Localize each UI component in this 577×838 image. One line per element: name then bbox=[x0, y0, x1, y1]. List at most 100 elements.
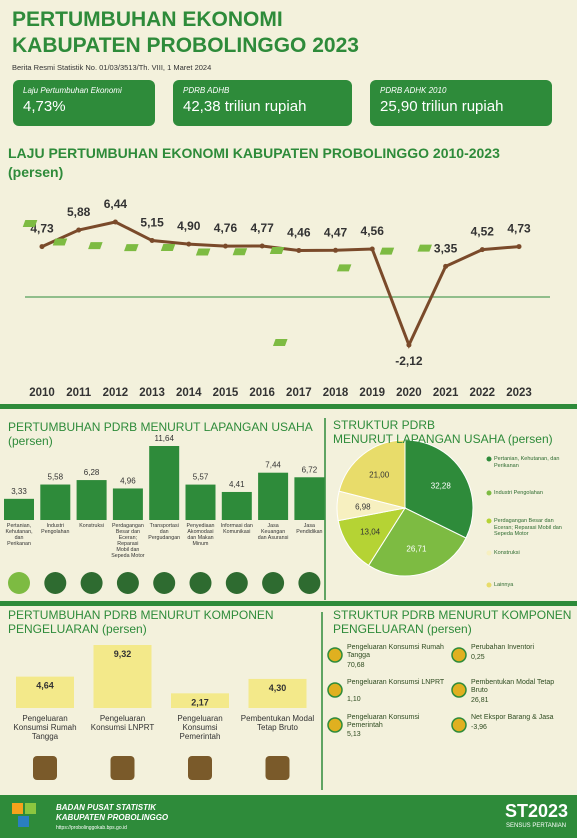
x-tick-label: 2018 bbox=[323, 387, 349, 399]
slice bbox=[367, 507, 467, 577]
footer-band bbox=[0, 795, 577, 838]
slice bbox=[337, 507, 407, 567]
x-tick-label: Pengeluaran Konsumsi Pemerintah bbox=[177, 714, 223, 742]
url: https://probolinggokab.bps.go.id bbox=[56, 825, 127, 831]
value-label: 4,96 bbox=[120, 476, 136, 485]
money-icon bbox=[195, 248, 211, 256]
legend-label: Industri Pengolahan bbox=[494, 490, 543, 496]
point bbox=[406, 342, 412, 348]
legend-label: Perdagangan Besar dan Eceran; Reparasi M… bbox=[494, 518, 562, 538]
value-label: 21,00 bbox=[369, 471, 390, 480]
chart-title: PENGELUARAN (persen) bbox=[333, 622, 472, 636]
point bbox=[333, 247, 339, 253]
point bbox=[369, 246, 375, 252]
x-tick-label: Penyediaan Akomodasi dan Makan Minum bbox=[186, 523, 215, 548]
bar bbox=[112, 488, 143, 520]
logo-caption: SENSUS PERTANIAN bbox=[506, 823, 567, 829]
value-label: 11,64 bbox=[154, 434, 174, 443]
value-label: 4,47 bbox=[324, 225, 348, 239]
money-icon bbox=[88, 242, 103, 250]
icon bbox=[188, 756, 212, 780]
item-label: Pengeluaran Konsumsi Pemerintah bbox=[347, 714, 420, 730]
point bbox=[222, 243, 228, 249]
value-label: 5,58 bbox=[48, 473, 64, 482]
x-tick-label: Jasa Keuangan dan Asuransi bbox=[257, 523, 289, 542]
money-icon bbox=[52, 238, 68, 246]
value-label: 32,28 bbox=[431, 482, 452, 491]
coin-icon bbox=[327, 717, 343, 733]
x-tick-label: 2011 bbox=[66, 387, 92, 399]
indicator-value: 42,38 triliun rupiah bbox=[183, 98, 307, 115]
value-label: 6,72 bbox=[302, 465, 318, 474]
x-tick-label: 2019 bbox=[359, 387, 385, 399]
indicator: Laju Pertumbuhan Ekonomi 4,73% bbox=[13, 80, 155, 126]
value-label: 5,15 bbox=[140, 216, 164, 230]
item-value: 1,10 bbox=[347, 696, 361, 703]
money-icon bbox=[124, 244, 139, 252]
value-label: -2,12 bbox=[395, 354, 423, 368]
value-label: 13,04 bbox=[360, 528, 381, 537]
indicator: PDRB ADHK 2010 25,90 triliun rupiah bbox=[370, 80, 552, 126]
icon bbox=[116, 572, 139, 594]
chart-subtitle: (persen) bbox=[8, 164, 64, 180]
coin-icon bbox=[327, 682, 343, 698]
chart-title: MENURUT LAPANGAN USAHA (persen) bbox=[333, 432, 553, 446]
bar bbox=[294, 477, 325, 520]
chart-title: PERTUMBUHAN PDRB MENURUT LAPANGAN USAHA bbox=[8, 420, 313, 434]
item-label: Pengeluaran Konsumsi Rumah Tangga bbox=[347, 644, 444, 660]
x-tick-label: Jasa Pendidikan bbox=[296, 523, 323, 536]
x-tick-label: 2014 bbox=[176, 387, 202, 399]
coin-icon bbox=[451, 682, 467, 698]
value-label: 4,73 bbox=[507, 222, 531, 236]
coin-icon bbox=[451, 717, 467, 733]
value-label: 7,44 bbox=[265, 461, 281, 470]
point bbox=[259, 243, 265, 249]
point bbox=[186, 241, 192, 247]
indicator-label: PDRB ADHB bbox=[183, 86, 230, 95]
coin-icon bbox=[451, 647, 467, 663]
indicator-value: 25,90 triliun rupiah bbox=[380, 98, 504, 115]
x-tick-label: 2022 bbox=[470, 387, 496, 399]
point bbox=[39, 244, 45, 250]
money-icon bbox=[22, 220, 38, 227]
icon bbox=[44, 572, 67, 594]
slice bbox=[404, 439, 474, 539]
x-tick-label: Pengeluaran Konsumsi LNPRT bbox=[90, 714, 155, 733]
bar bbox=[4, 498, 34, 520]
value-label: 5,57 bbox=[193, 473, 209, 482]
divider bbox=[0, 404, 577, 409]
value-label: 4,77 bbox=[250, 221, 274, 235]
point bbox=[112, 219, 118, 225]
point bbox=[296, 247, 302, 253]
x-tick-label: 2021 bbox=[433, 387, 459, 399]
x-tick-label: 2017 bbox=[286, 387, 312, 399]
icon bbox=[33, 756, 57, 780]
slice bbox=[338, 439, 406, 509]
x-tick-label: 2013 bbox=[139, 387, 165, 399]
money-icon bbox=[269, 247, 285, 255]
item-value: -3,96 bbox=[471, 724, 487, 731]
x-tick-label: Industri Pengolahan bbox=[41, 523, 70, 536]
value-label: 6,44 bbox=[104, 197, 128, 211]
value-label: 4,64 bbox=[36, 681, 54, 691]
value-label: 4,90 bbox=[177, 219, 201, 233]
logo bbox=[12, 803, 23, 814]
money-icon bbox=[336, 264, 352, 272]
chart-subtitle: (persen) bbox=[8, 434, 53, 448]
icon bbox=[110, 756, 135, 780]
icon bbox=[153, 572, 176, 594]
value-label: 9,32 bbox=[114, 649, 132, 659]
title: KABUPATEN PROBOLINGGO 2023 bbox=[12, 34, 359, 57]
icon bbox=[298, 572, 321, 594]
item-label: Perubahan Inventori bbox=[471, 644, 535, 651]
item-value: 5,13 bbox=[347, 731, 361, 738]
chart-title: PERTUMBUHAN PDRB MENURUT KOMPONEN bbox=[8, 608, 274, 622]
x-tick-label: Konstruksi bbox=[79, 523, 104, 529]
subtitle: Berita Resmi Statistik No. 01/03/3513/Th… bbox=[12, 63, 212, 72]
bar bbox=[76, 480, 107, 520]
icon bbox=[265, 756, 290, 780]
chart-title: STRUKTUR PDRB MENURUT KOMPONEN bbox=[333, 608, 572, 622]
coin-icon bbox=[327, 647, 343, 663]
value-label: 4,46 bbox=[287, 225, 311, 239]
point bbox=[76, 227, 82, 233]
